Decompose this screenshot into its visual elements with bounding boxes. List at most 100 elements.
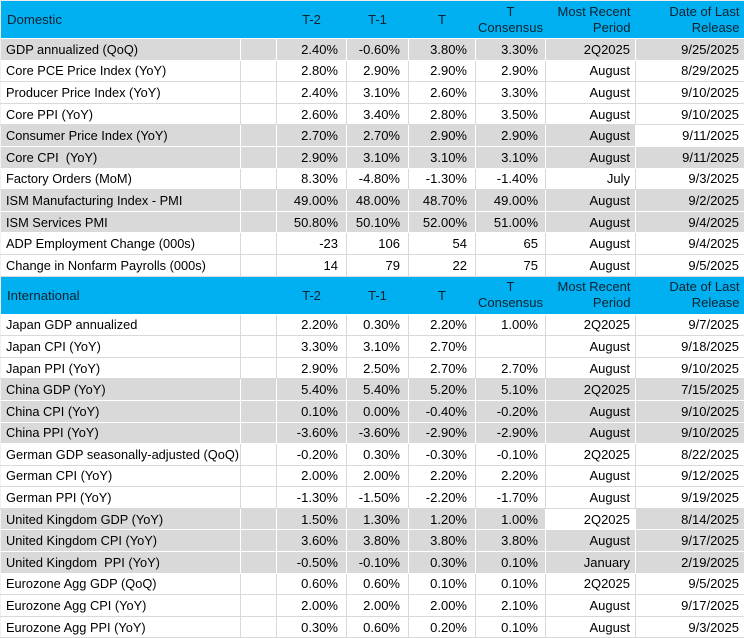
spacer-cell[interactable] bbox=[241, 60, 277, 82]
cell-period[interactable]: 2Q2025 bbox=[546, 379, 636, 401]
cell-period[interactable]: 2Q2025 bbox=[546, 573, 636, 595]
cell-t1[interactable]: 0.30% bbox=[347, 444, 409, 466]
spacer-cell[interactable] bbox=[241, 168, 277, 190]
cell-consensus[interactable]: 0.10% bbox=[476, 616, 546, 638]
cell-consensus[interactable]: -2.90% bbox=[476, 422, 546, 444]
row-label[interactable]: Change in Nonfarm Payrolls (000s) bbox=[1, 254, 241, 276]
cell-t2[interactable]: 0.10% bbox=[277, 400, 347, 422]
section-title[interactable]: International bbox=[1, 276, 277, 314]
cell-t[interactable]: 1.20% bbox=[409, 508, 476, 530]
cell-consensus[interactable]: 3.10% bbox=[476, 146, 546, 168]
cell-t2[interactable]: -0.50% bbox=[277, 552, 347, 574]
cell-t1[interactable]: 3.80% bbox=[347, 530, 409, 552]
cell-t1[interactable]: 2.90% bbox=[347, 60, 409, 82]
cell-t1[interactable]: 2.50% bbox=[347, 357, 409, 379]
row-label[interactable]: China PPI (YoY) bbox=[1, 422, 241, 444]
cell-t2[interactable]: 49.00% bbox=[277, 190, 347, 212]
cell-period[interactable]: July bbox=[546, 168, 636, 190]
cell-consensus[interactable]: 5.10% bbox=[476, 379, 546, 401]
cell-consensus[interactable]: 3.30% bbox=[476, 39, 546, 61]
cell-consensus[interactable]: 65 bbox=[476, 233, 546, 255]
cell-t2[interactable]: 2.90% bbox=[277, 357, 347, 379]
cell-date[interactable]: 9/10/2025 bbox=[636, 357, 744, 379]
cell-t1[interactable]: 0.60% bbox=[347, 616, 409, 638]
cell-period[interactable]: August bbox=[546, 487, 636, 509]
cell-t1[interactable]: 48.00% bbox=[347, 190, 409, 212]
row-label[interactable]: GDP annualized (QoQ) bbox=[1, 39, 241, 61]
cell-t1[interactable]: 0.30% bbox=[347, 314, 409, 336]
cell-t[interactable]: 2.20% bbox=[409, 314, 476, 336]
cell-period[interactable]: January bbox=[546, 552, 636, 574]
cell-period[interactable]: August bbox=[546, 103, 636, 125]
cell-t2[interactable]: 2.60% bbox=[277, 103, 347, 125]
spacer-cell[interactable] bbox=[241, 422, 277, 444]
spacer-cell[interactable] bbox=[241, 508, 277, 530]
row-label[interactable]: ADP Employment Change (000s) bbox=[1, 233, 241, 255]
cell-period[interactable]: August bbox=[546, 60, 636, 82]
row-label[interactable]: United Kingdom GDP (YoY) bbox=[1, 508, 241, 530]
cell-date[interactable]: 9/17/2025 bbox=[636, 530, 744, 552]
cell-consensus[interactable]: 49.00% bbox=[476, 190, 546, 212]
cell-consensus[interactable] bbox=[476, 336, 546, 358]
cell-period[interactable]: 2Q2025 bbox=[546, 39, 636, 61]
row-label[interactable]: Consumer Price Index (YoY) bbox=[1, 125, 241, 147]
col-header-period[interactable]: Most Recent Period bbox=[546, 1, 636, 39]
cell-t[interactable]: 2.90% bbox=[409, 60, 476, 82]
cell-period[interactable]: August bbox=[546, 465, 636, 487]
cell-t[interactable]: 54 bbox=[409, 233, 476, 255]
cell-t[interactable]: 0.10% bbox=[409, 573, 476, 595]
cell-t2[interactable]: 3.30% bbox=[277, 336, 347, 358]
cell-date[interactable]: 9/5/2025 bbox=[636, 573, 744, 595]
row-label[interactable]: China CPI (YoY) bbox=[1, 400, 241, 422]
cell-date[interactable]: 7/15/2025 bbox=[636, 379, 744, 401]
cell-t1[interactable]: 106 bbox=[347, 233, 409, 255]
cell-t1[interactable]: -3.60% bbox=[347, 422, 409, 444]
cell-t2[interactable]: 50.80% bbox=[277, 211, 347, 233]
spacer-cell[interactable] bbox=[241, 233, 277, 255]
spacer-cell[interactable] bbox=[241, 82, 277, 104]
cell-date[interactable]: 9/7/2025 bbox=[636, 314, 744, 336]
cell-date[interactable]: 9/19/2025 bbox=[636, 487, 744, 509]
cell-t[interactable]: 3.10% bbox=[409, 146, 476, 168]
col-header-date[interactable]: Date of Last Release bbox=[636, 276, 744, 314]
spacer-cell[interactable] bbox=[241, 211, 277, 233]
cell-date[interactable]: 8/14/2025 bbox=[636, 508, 744, 530]
cell-period[interactable]: August bbox=[546, 422, 636, 444]
cell-date[interactable]: 9/17/2025 bbox=[636, 595, 744, 617]
col-header-t1[interactable]: T-1 bbox=[347, 276, 409, 314]
section-title[interactable]: Domestic bbox=[1, 1, 277, 39]
cell-t1[interactable]: 3.10% bbox=[347, 146, 409, 168]
cell-period[interactable]: August bbox=[546, 400, 636, 422]
cell-date[interactable]: 9/10/2025 bbox=[636, 103, 744, 125]
cell-t[interactable]: 2.60% bbox=[409, 82, 476, 104]
cell-date[interactable]: 9/3/2025 bbox=[636, 168, 744, 190]
cell-period[interactable]: 2Q2025 bbox=[546, 508, 636, 530]
cell-t2[interactable]: -23 bbox=[277, 233, 347, 255]
row-label[interactable]: German CPI (YoY) bbox=[1, 465, 241, 487]
spacer-cell[interactable] bbox=[241, 146, 277, 168]
cell-t2[interactable]: 1.50% bbox=[277, 508, 347, 530]
cell-t1[interactable]: 3.10% bbox=[347, 336, 409, 358]
cell-period[interactable]: August bbox=[546, 357, 636, 379]
col-header-consensus[interactable]: T Consensus bbox=[476, 1, 546, 39]
cell-t2[interactable]: 14 bbox=[277, 254, 347, 276]
cell-t2[interactable]: 2.80% bbox=[277, 60, 347, 82]
cell-t[interactable]: 0.20% bbox=[409, 616, 476, 638]
cell-t1[interactable]: 2.00% bbox=[347, 595, 409, 617]
cell-date[interactable]: 9/10/2025 bbox=[636, 82, 744, 104]
cell-t2[interactable]: -3.60% bbox=[277, 422, 347, 444]
spacer-cell[interactable] bbox=[241, 103, 277, 125]
spacer-cell[interactable] bbox=[241, 190, 277, 212]
row-label[interactable]: ISM Services PMI bbox=[1, 211, 241, 233]
cell-consensus[interactable]: 3.30% bbox=[476, 82, 546, 104]
cell-period[interactable]: August bbox=[546, 233, 636, 255]
col-header-period[interactable]: Most Recent Period bbox=[546, 276, 636, 314]
cell-t[interactable]: 52.00% bbox=[409, 211, 476, 233]
cell-consensus[interactable]: -0.20% bbox=[476, 400, 546, 422]
cell-t[interactable]: 2.70% bbox=[409, 357, 476, 379]
cell-t1[interactable]: -1.50% bbox=[347, 487, 409, 509]
cell-t2[interactable]: -0.20% bbox=[277, 444, 347, 466]
cell-consensus[interactable]: -1.40% bbox=[476, 168, 546, 190]
cell-consensus[interactable]: 2.10% bbox=[476, 595, 546, 617]
cell-t[interactable]: -2.90% bbox=[409, 422, 476, 444]
